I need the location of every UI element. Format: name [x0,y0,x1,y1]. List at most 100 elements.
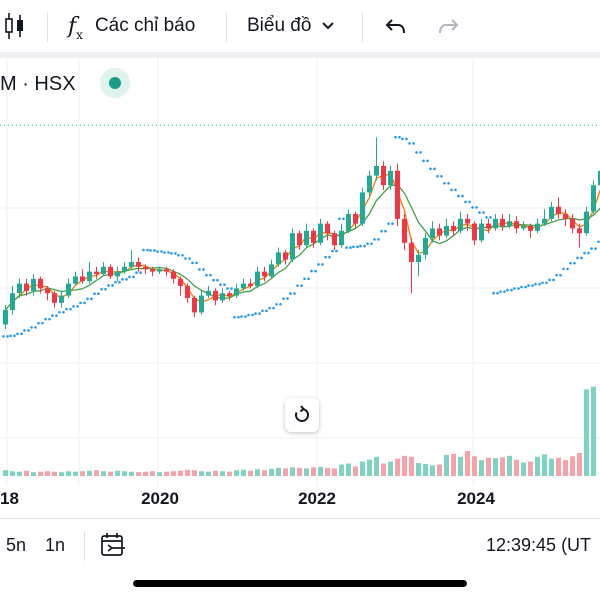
volume-bar [10,471,15,476]
volume-bar [493,458,498,476]
redo-button[interactable] [436,0,460,52]
range-5y-button[interactable]: 5n [6,519,26,571]
sar-dot [170,252,173,255]
range-1y-button[interactable]: 1n [45,519,65,571]
volume-bar [332,468,337,476]
volume-bar [192,470,197,476]
sar-dot [342,217,345,221]
candle-body [136,262,141,267]
volume-bar [276,467,281,476]
candle-body [507,221,512,226]
sar-dot [562,267,565,271]
volume-bar [542,454,547,476]
candle-body [346,214,351,231]
sar-dot [482,211,485,214]
sar-dot [48,317,51,321]
home-indicator[interactable] [133,580,467,587]
volume-bar [80,471,85,476]
candle-body [164,269,169,272]
sar-dot [198,268,201,271]
volume-bar [388,461,393,476]
candle-body [108,266,113,277]
sar-dot [408,142,411,145]
reset-chart-button[interactable] [285,398,319,432]
sar-dot [195,261,198,265]
volume-bar [346,463,351,476]
sar-dot [524,285,527,289]
volume-bar [472,456,477,476]
sar-dot [51,314,54,317]
candle-body [444,226,449,236]
undo-button[interactable] [384,0,408,52]
market-status-dot[interactable] [100,68,130,98]
volume-bar [66,471,71,476]
sar-dot [212,278,215,282]
sar-dot [555,273,558,277]
volume-bar [395,458,400,476]
volume-bar [465,451,470,476]
candle-body [367,175,372,193]
volume-bar [171,471,176,476]
candle-body [241,283,246,289]
candle-body [199,295,204,313]
candle-body [535,223,540,231]
sar-dot [118,280,121,284]
sar-dot [233,315,236,319]
candle-body [143,266,148,270]
sar-dot [265,309,268,313]
price-chart[interactable]: 2018 2020 2022 2024 [0,58,600,518]
sar-dot [377,238,380,241]
sar-dot [345,246,348,249]
candlestick-chart-type-button[interactable] [4,0,26,52]
sar-dot [181,253,184,257]
sar-dot [100,287,103,291]
candle-body [486,223,491,229]
volume-bar [143,471,148,476]
go-to-date-button[interactable] [99,519,127,571]
sar-dot [258,312,261,315]
candle-body [73,276,78,284]
volume-bar [150,471,155,476]
volume-bar [241,469,246,476]
sar-dot [62,310,65,314]
sar-dot [587,251,590,255]
sar-dot [184,257,187,260]
sar-dot [226,287,229,290]
toolbar-separator [362,12,363,42]
candle-body [206,290,211,296]
sar-dot [573,261,576,265]
sar-dot [415,151,418,154]
sar-dot [520,285,523,289]
candle-body [45,288,50,294]
volume-bar [563,460,568,476]
sar-dot [132,275,135,279]
volume-bar [549,458,554,476]
sar-dot [107,284,110,287]
sar-dot [135,271,138,274]
clock-display[interactable]: 12:39:45 (UT [486,519,591,571]
indicators-button[interactable]: fx Các chỉ báo [68,0,195,52]
volume-bar [479,460,484,476]
volume-bar [248,470,253,476]
volume-bar [206,471,211,476]
sar-dot [454,188,457,192]
candle-body [549,206,554,219]
volume-bar [409,456,414,476]
volume-bar [591,386,596,476]
sar-dot [356,245,359,249]
sar-dot [188,257,191,260]
sar-dot [310,269,313,273]
sar-dot [485,216,488,219]
sar-dot [419,151,422,154]
sar-dot [510,288,513,292]
symbol-legend[interactable]: M · HSX [0,68,76,100]
candle-body [3,310,8,325]
chart-type-dropdown[interactable]: Biểu đồ [247,0,335,52]
chart-type-label: Biểu đồ [247,15,312,36]
sar-dot [254,312,257,315]
volume-bar [437,464,442,476]
volume-bar [486,457,491,476]
candle-body [500,218,505,226]
candle-body [381,166,386,186]
sar-dot [457,194,460,198]
